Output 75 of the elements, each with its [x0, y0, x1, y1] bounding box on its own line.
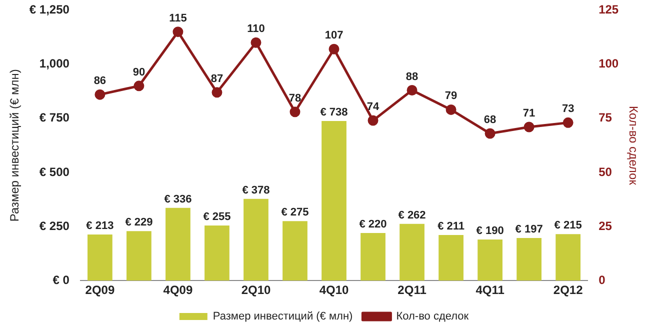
- point: [406, 84, 418, 96]
- bar: [126, 231, 152, 281]
- data-label: 79: [444, 90, 458, 102]
- point: [562, 117, 574, 128]
- point: [212, 87, 222, 98]
- legend-label: Кол-во сделок: [396, 310, 469, 323]
- data-label: 88: [406, 70, 418, 83]
- y-tick-label: € 1,250: [29, 2, 70, 17]
- point: [524, 122, 534, 132]
- y-tick-label: € 750: [39, 110, 70, 125]
- x-tick-label: 2Q12: [553, 283, 584, 298]
- y-tick-label: € 500: [39, 164, 70, 179]
- data-label: 78: [288, 92, 302, 104]
- point: [94, 89, 106, 100]
- data-label: € 275: [281, 206, 309, 219]
- data-label: 107: [324, 30, 344, 42]
- bar: [282, 221, 308, 281]
- x-tick-label: 4Q10: [319, 283, 350, 298]
- point: [484, 128, 496, 139]
- y-tick-label: € 250: [39, 218, 70, 233]
- legend-label: Размер инвестиций (€ млн): [212, 310, 353, 323]
- point: [328, 44, 340, 54]
- y2-tick-label: 50: [598, 164, 612, 179]
- data-label: 110: [247, 23, 265, 36]
- y-tick-label: € 0: [52, 272, 70, 287]
- data-label: 68: [484, 114, 496, 126]
- x-tick-label: 4Q11: [476, 283, 505, 298]
- data-label: 73: [562, 103, 574, 116]
- y2-tick-label: 25: [598, 218, 612, 233]
- bar: [400, 224, 424, 281]
- data-label: € 220: [359, 218, 387, 231]
- x-tick-label: 4Q09: [163, 283, 193, 298]
- data-label: 86: [94, 75, 106, 88]
- point: [250, 37, 262, 48]
- bar: [556, 234, 581, 281]
- data-label: € 213: [86, 220, 114, 232]
- data-label: € 215: [554, 220, 582, 232]
- data-label: € 255: [203, 210, 231, 223]
- bar: [360, 233, 386, 281]
- data-label: € 197: [515, 224, 543, 236]
- y2-tick-label: 125: [598, 2, 619, 17]
- bar: [516, 238, 542, 281]
- data-label: 71: [522, 108, 536, 120]
- x-tick-label: 2Q10: [241, 283, 271, 298]
- point: [134, 80, 144, 92]
- data-label: € 262: [398, 209, 426, 222]
- y2-tick-label: 75: [598, 110, 612, 125]
- x-tick-label: 2Q11: [398, 283, 427, 298]
- data-label: 74: [366, 101, 380, 114]
- data-label: € 336: [164, 193, 192, 206]
- bar: [244, 198, 268, 281]
- data-label: 115: [169, 12, 187, 24]
- data-label: € 190: [476, 225, 504, 238]
- x-tick-label: 2Q09: [85, 283, 115, 298]
- data-label: 90: [132, 66, 146, 78]
- point: [172, 26, 184, 38]
- y2-axis-title: Кол-во сделок: [626, 106, 640, 186]
- data-label: 87: [210, 72, 224, 85]
- bar: [88, 234, 112, 281]
- data-label: € 378: [242, 184, 270, 196]
- data-label: € 738: [320, 106, 348, 118]
- data-label: € 229: [125, 216, 153, 229]
- bar: [322, 120, 346, 281]
- y-tick-label: 1,000: [39, 56, 70, 71]
- data-label: € 211: [438, 220, 464, 232]
- point: [290, 106, 300, 118]
- bar: [438, 234, 464, 281]
- bar: [166, 208, 190, 281]
- point: [368, 115, 378, 126]
- point: [446, 104, 456, 115]
- bar: [478, 240, 502, 281]
- y2-tick-label: 100: [598, 56, 619, 71]
- y2-tick-label: 0: [598, 272, 606, 287]
- y-axis-title: Размер инвестиций (€ млн): [8, 69, 22, 222]
- bar: [204, 225, 230, 281]
